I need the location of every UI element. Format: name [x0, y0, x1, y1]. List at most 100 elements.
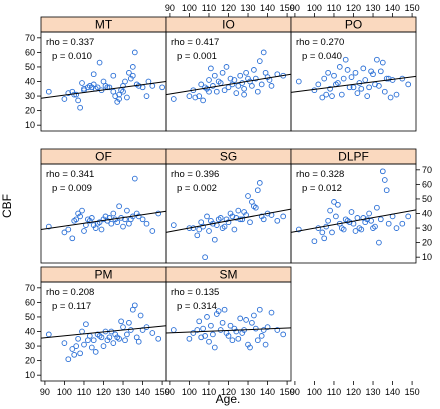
y-tick-label: 20 [25, 106, 35, 116]
x-tick-label: 110 [202, 387, 216, 397]
panel-strip-label: SG [220, 150, 237, 164]
data-point [377, 216, 384, 223]
data-point [198, 81, 205, 88]
x-tick-label: 100 [182, 387, 197, 397]
y-tick-label: 10 [25, 120, 35, 130]
regression-line [165, 208, 292, 233]
data-point [90, 337, 97, 344]
data-point [268, 83, 275, 89]
data-point [258, 81, 265, 88]
data-point [231, 77, 238, 83]
y-tick-label: 40 [25, 327, 35, 337]
data-point [227, 75, 234, 82]
data-point [202, 254, 208, 261]
p-value-label: p = 0.040 [302, 51, 342, 62]
data-point [280, 213, 287, 220]
data-point [331, 72, 337, 79]
x-tick-label: 140 [385, 387, 400, 397]
x-tick-label: 130 [241, 3, 256, 13]
regression-line [165, 73, 292, 96]
data-point [75, 97, 81, 104]
data-point [336, 64, 343, 70]
panel-strip-label: OF [95, 150, 112, 164]
data-point [258, 333, 265, 339]
data-point [206, 338, 212, 345]
data-point [376, 83, 382, 89]
x-axis-title: Age. [216, 392, 241, 406]
data-point [139, 216, 146, 223]
data-point [229, 337, 236, 344]
y-tick-label: 10 [422, 252, 432, 262]
panel-strip-label: PM [95, 268, 113, 282]
y-tick-label: 70 [25, 283, 35, 293]
x-tick-label: 90 [165, 387, 175, 397]
y-tick-label: 30 [25, 341, 35, 351]
data-point [192, 94, 199, 101]
y-tick-label: 70 [422, 165, 432, 175]
p-value-label: p = 0.012 [302, 183, 342, 194]
data-point [45, 223, 52, 230]
x-tick-label: 120 [221, 3, 236, 13]
data-point [215, 308, 222, 314]
y-tick-label: 10 [25, 370, 35, 380]
y-tick-label: 20 [25, 356, 35, 366]
data-point [387, 94, 394, 101]
data-point [342, 56, 349, 63]
data-point [360, 65, 367, 72]
data-point [106, 334, 113, 341]
data-point [122, 337, 128, 344]
data-point [252, 204, 259, 211]
data-point [155, 210, 162, 217]
data-point [124, 331, 130, 338]
data-point [370, 71, 376, 78]
data-point [210, 83, 216, 89]
axes-layer: 10 20 30 40 50 60 70 10 20 30 40 50 60 70 10 20 30 40 50 60… [25, 3, 432, 397]
data-point [122, 78, 128, 85]
y-tick-label: 50 [25, 312, 35, 322]
data-point [364, 93, 371, 99]
data-point [61, 340, 68, 346]
data-point [149, 83, 156, 89]
data-point [96, 219, 103, 226]
data-point [354, 90, 361, 96]
data-point [295, 78, 302, 85]
data-point [358, 226, 365, 233]
panel-strip-label: DLPF [338, 150, 369, 164]
data-point [149, 330, 156, 336]
data-point [114, 99, 121, 105]
data-point [94, 84, 101, 91]
x-tick-label: 110 [202, 3, 216, 13]
data-point [374, 204, 380, 211]
x-tick-label: 120 [221, 387, 236, 397]
rho-label: rho = 0.341 [46, 169, 94, 180]
data-point [366, 210, 372, 217]
x-tick-label: 130 [366, 3, 381, 13]
data-point [241, 85, 247, 92]
data-point [311, 238, 318, 245]
regression-line [40, 210, 167, 230]
data-point [186, 93, 193, 99]
data-point [393, 225, 400, 231]
data-point [235, 83, 242, 89]
data-point [243, 69, 249, 76]
data-point [274, 217, 281, 224]
panel-frame [290, 31, 417, 132]
data-point [110, 72, 117, 79]
p-value-label: p = 0.314 [177, 301, 217, 312]
p-value-label: p = 0.010 [52, 51, 92, 62]
data-point [372, 223, 378, 230]
data-point [374, 56, 380, 63]
data-point [131, 302, 138, 309]
rho-label: rho = 0.337 [46, 37, 94, 48]
data-point [170, 327, 177, 333]
regression-line [165, 327, 292, 334]
panel-strip-label: IO [222, 18, 235, 32]
regression-line [40, 325, 167, 339]
data-point [69, 235, 76, 242]
data-point [358, 85, 365, 92]
data-point [254, 88, 261, 95]
y-tick-label: 40 [25, 77, 35, 87]
data-point [79, 207, 85, 214]
data-point [65, 226, 72, 233]
